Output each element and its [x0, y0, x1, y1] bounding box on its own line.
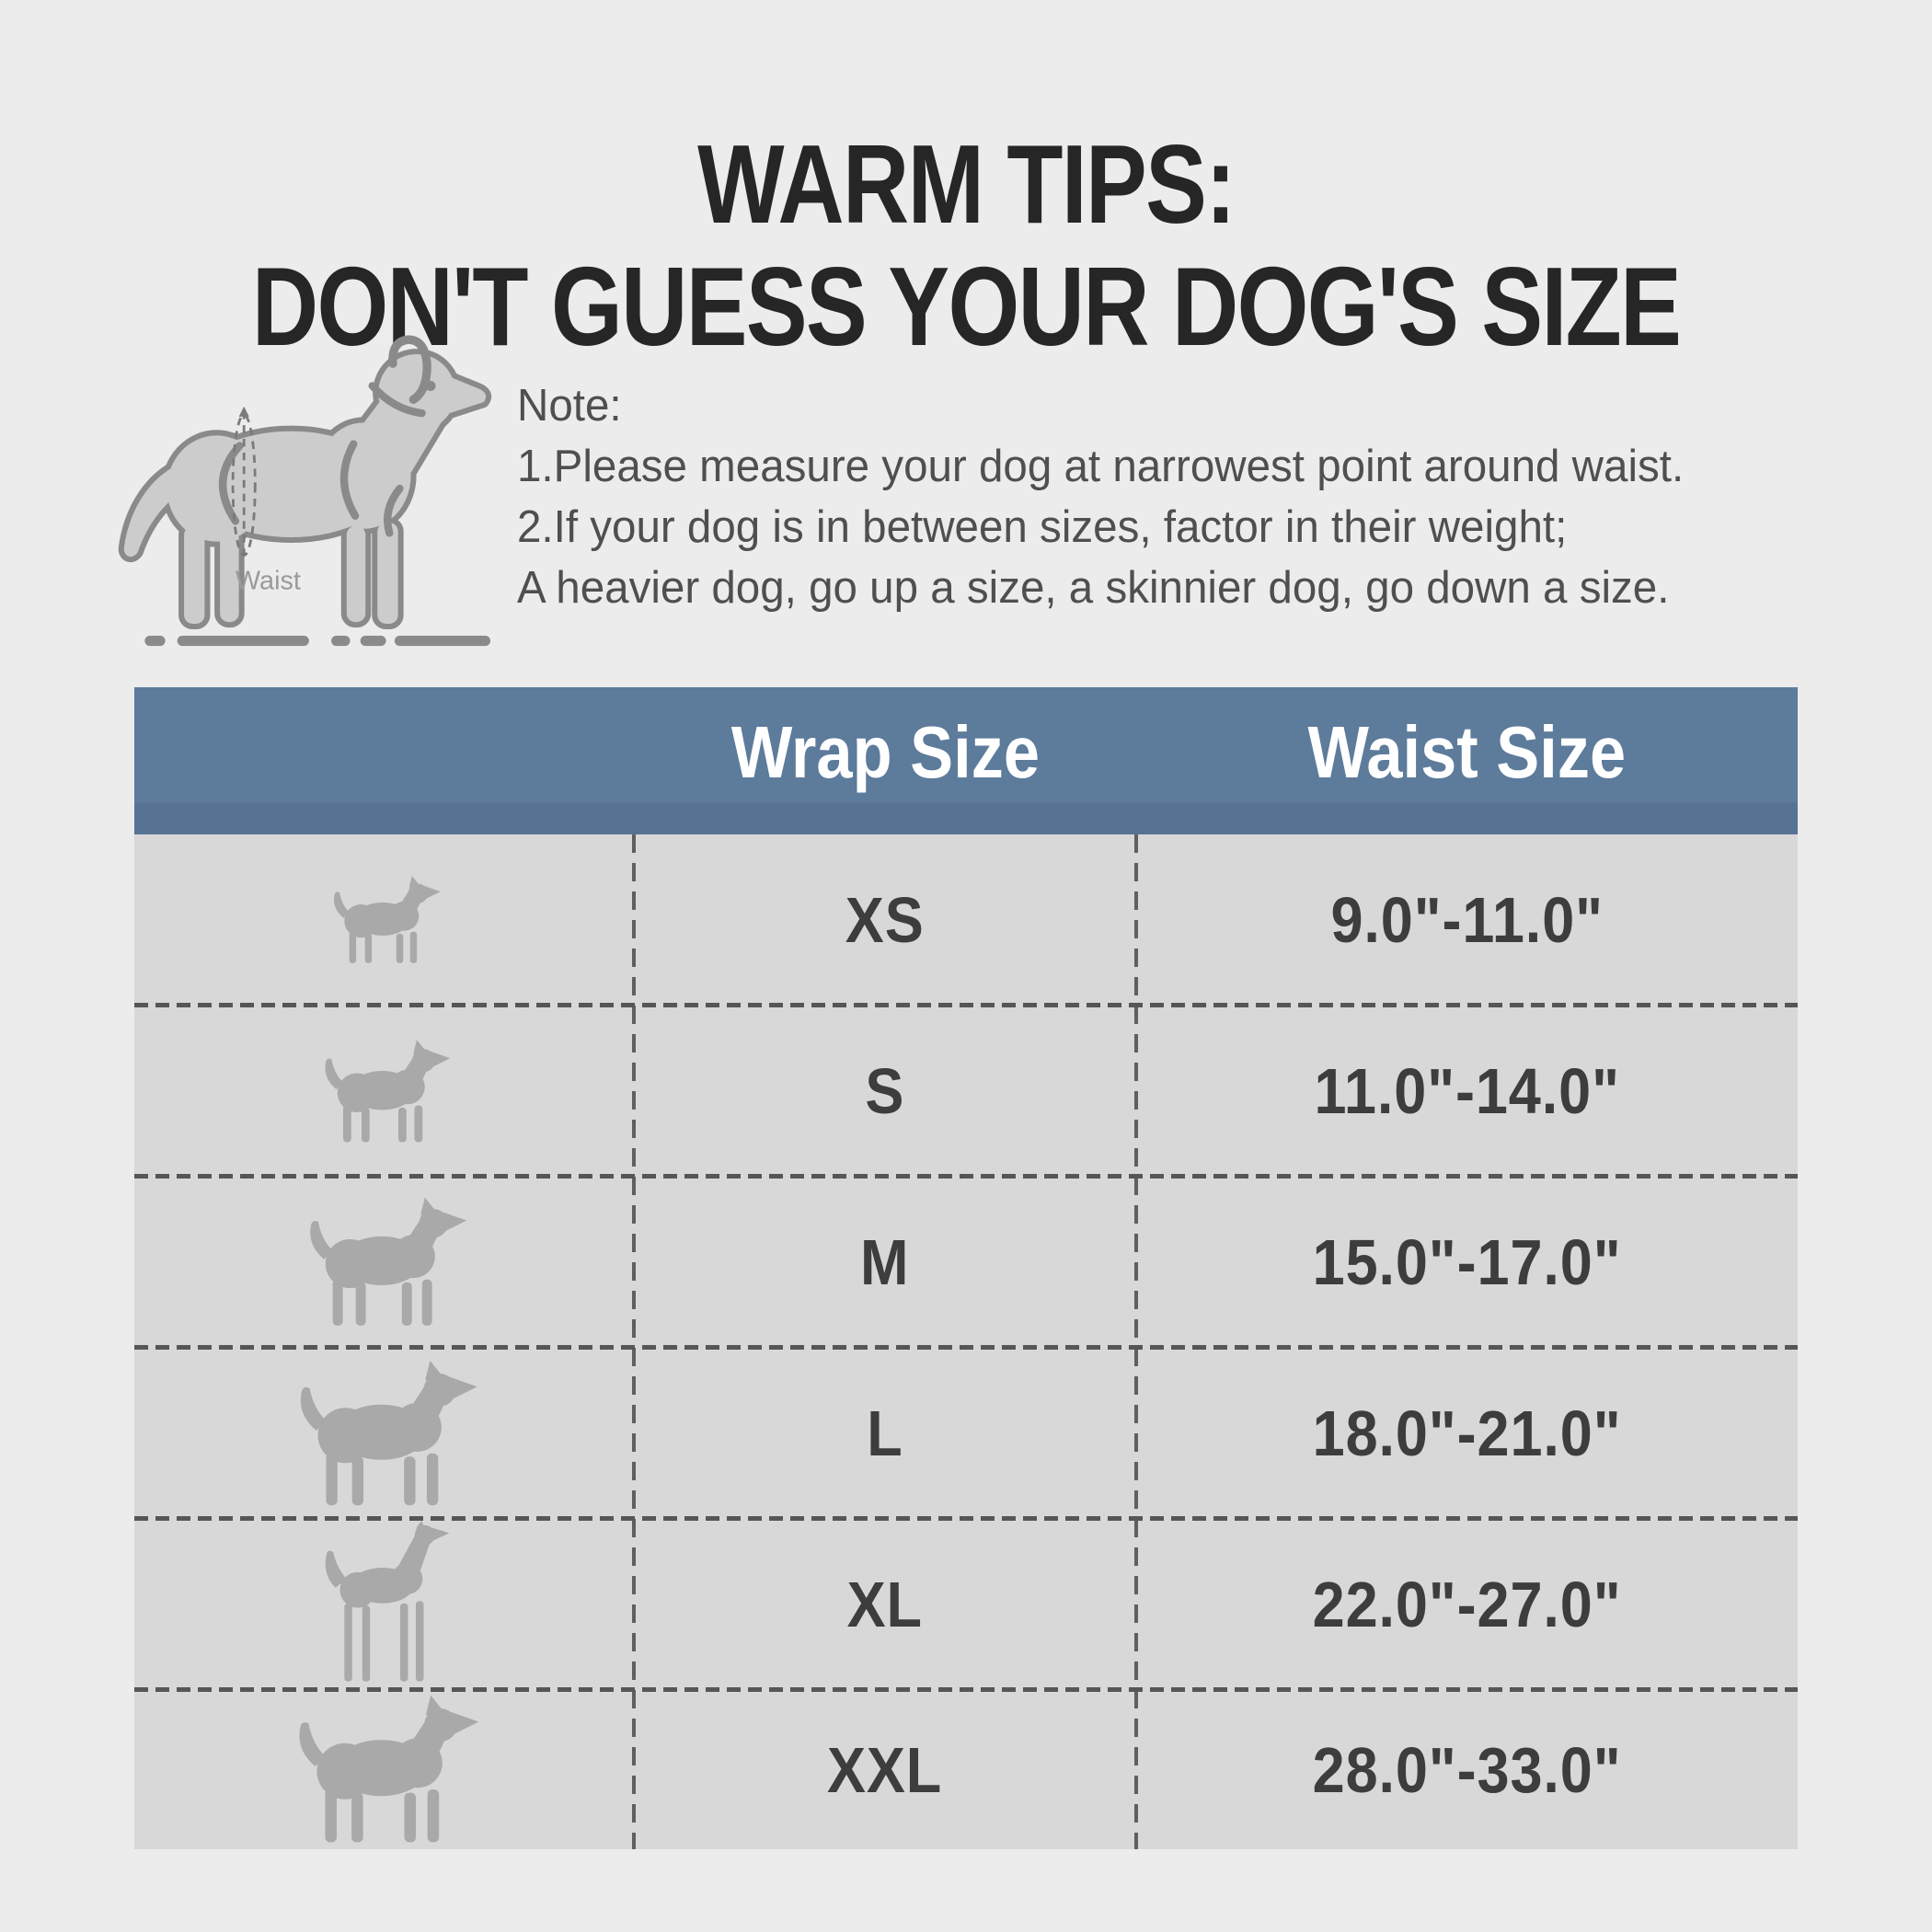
dog-s-icon: [325, 1039, 450, 1142]
table-body: XS 9.0"-11.0" S 11.0"-14.0" M 15.0"-17.0…: [134, 834, 1798, 1849]
dog-xxl-icon: [298, 1695, 478, 1843]
waist-size-value: 9.0"-11.0": [1330, 884, 1604, 956]
title-line-2: DON'T GUESS YOUR DOG'S SIZE: [251, 243, 1682, 369]
wrap-size-value: XL: [846, 1569, 924, 1640]
wrap-size-value: XXL: [827, 1733, 943, 1806]
note-line-2: 2.If your dog is in between sizes, facto…: [517, 502, 1568, 552]
dog-l-icon: [300, 1360, 477, 1505]
column-divider-1: [632, 834, 636, 1849]
table-row-s: S 11.0"-14.0": [134, 1006, 1798, 1179]
wrap-size-value: XS: [845, 884, 925, 956]
dog-eye: [425, 380, 436, 391]
title-line-1: WARM TIPS:: [697, 121, 1236, 247]
table-row-xl: XL 22.0"-27.0": [134, 1519, 1798, 1692]
note-line-3: A heavier dog, go up a size, a skinnier …: [517, 563, 1670, 613]
header-waist-size: Waist Size: [1136, 710, 1798, 811]
waist-size-value: 15.0"-17.0": [1312, 1226, 1622, 1298]
dog-xs-icon: [333, 876, 441, 963]
wrap-size-value: S: [865, 1055, 905, 1127]
waist-label: Waist: [236, 567, 301, 596]
note-line-1: 1.Please measure your dog at narrowest p…: [517, 442, 1685, 491]
waist-size-value: 18.0"-21.0": [1312, 1397, 1622, 1469]
table-row-m: M 15.0"-17.0": [134, 1177, 1798, 1350]
header-wrap-size: Wrap Size: [634, 710, 1136, 811]
size-chart-table: Wrap Size Waist Size XS 9.0"-11.0" S 11.…: [134, 687, 1798, 1849]
measuring-dog-icon: Waist: [87, 335, 503, 647]
page-title: WARM TIPS: DON'T GUESS YOUR DOG'S SIZE: [0, 121, 1932, 369]
header-waist-size-label: Waist Size: [1307, 711, 1627, 793]
table-header-row: Wrap Size Waist Size: [134, 687, 1798, 834]
note-block: Note: 1.Please measure your dog at narro…: [517, 375, 1897, 618]
dog-xl-icon: [325, 1521, 449, 1682]
header-wrap-size-label: Wrap Size: [730, 711, 1040, 793]
waist-size-value: 28.0"-33.0": [1312, 1733, 1622, 1806]
table-row-l: L 18.0"-21.0": [134, 1348, 1798, 1521]
dog-measurement-illustration: Waist: [87, 317, 503, 660]
waist-size-value: 22.0"-27.0": [1312, 1569, 1622, 1640]
table-row-xxl: XXL 28.0"-33.0": [134, 1690, 1798, 1849]
table-row-xs: XS 9.0"-11.0": [134, 834, 1798, 1007]
column-divider-2: [1134, 834, 1138, 1849]
waist-size-value: 11.0"-14.0": [1314, 1055, 1620, 1127]
dog-m-icon: [309, 1197, 466, 1326]
wrap-size-value: L: [867, 1397, 903, 1469]
note-heading: Note:: [517, 381, 622, 431]
header-icon-column: [134, 753, 634, 769]
waist-measure-line: [231, 406, 257, 561]
wrap-size-value: M: [860, 1226, 910, 1298]
